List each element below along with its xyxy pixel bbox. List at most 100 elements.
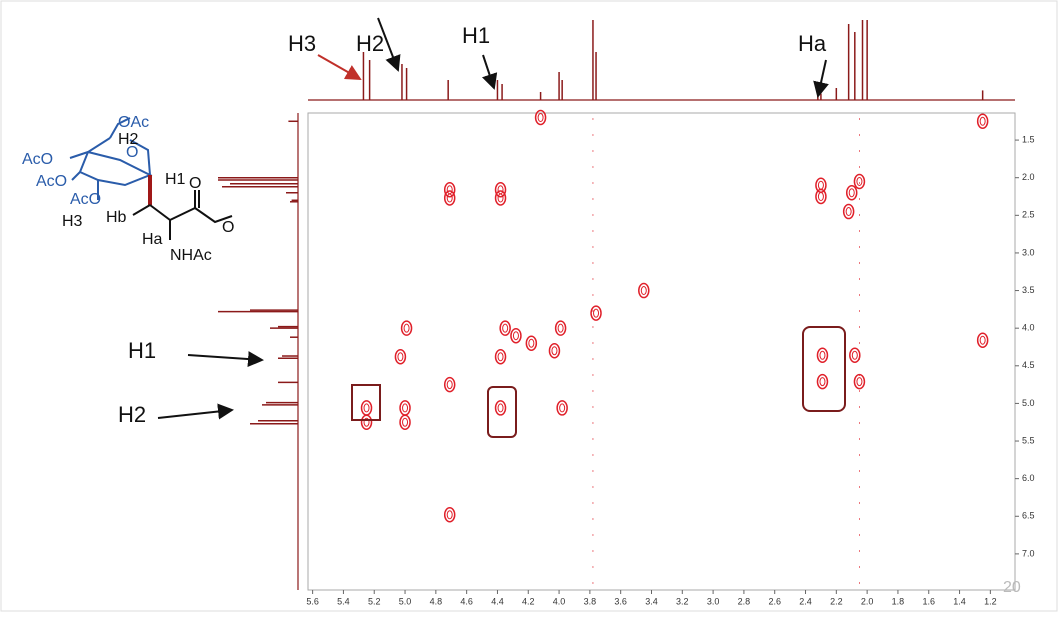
cross-peak: [494, 181, 507, 198]
annotation: H2: [356, 31, 384, 56]
y-tick-label: 6.0: [1022, 473, 1035, 483]
x-tick-label: 3.8: [584, 596, 597, 606]
y-tick-label: 4.5: [1022, 360, 1035, 370]
cross-peak-inner: [856, 377, 863, 387]
x-tick-label: 2.8: [738, 596, 751, 606]
x-tick-label: 1.4: [953, 596, 966, 606]
cross-peak: [443, 190, 456, 206]
cross-peak: [400, 320, 413, 336]
y-tick-label: 3.5: [1022, 285, 1035, 295]
y-tick-label: 2.5: [1022, 210, 1035, 220]
cross-peak-inner: [446, 380, 453, 390]
cross-peak-inner: [640, 286, 647, 296]
x-tick-label: 4.2: [522, 596, 535, 606]
cross-peak-inner: [446, 193, 453, 203]
y-tick-label: 5.0: [1022, 398, 1035, 408]
cross-peak-inner: [851, 350, 858, 360]
cross-peak: [554, 320, 567, 336]
annotation: H3: [288, 31, 316, 56]
cross-peak: [590, 305, 602, 321]
label: AcO: [70, 191, 101, 208]
y-tick-label: 7.0: [1022, 548, 1035, 558]
cross-peak-inner: [446, 510, 453, 520]
y-tick-label: 3.0: [1022, 247, 1035, 257]
cross-peak-inner: [497, 403, 504, 413]
x-tick-label: 4.0: [553, 596, 566, 606]
cross-peak-inner: [363, 403, 370, 413]
label: H3: [62, 213, 83, 230]
cross-peak: [534, 109, 547, 126]
cross-peak-inner: [537, 113, 544, 123]
label: Hb: [106, 209, 127, 226]
cross-peak: [360, 414, 373, 430]
box: [351, 384, 381, 421]
cross-peak: [494, 400, 507, 416]
x-tick-label: 3.2: [676, 596, 689, 606]
cross-peak-inner: [403, 323, 410, 333]
cross-peak-inner: [497, 193, 504, 203]
ch2-bond: [109, 117, 131, 139]
cross-peak: [976, 332, 989, 348]
cross-peak: [849, 347, 861, 364]
cross-peak-inner: [402, 417, 409, 427]
cross-peak: [816, 373, 829, 390]
label: NHAc: [170, 247, 212, 264]
cross-peak: [499, 320, 511, 336]
x-tick-label: 5.2: [368, 596, 381, 606]
cross-peak-inner: [502, 323, 509, 333]
cross-peak-inner: [557, 323, 564, 333]
cross-peak: [525, 335, 538, 351]
x-tick-label: 1.2: [984, 596, 997, 606]
arrow: [377, 17, 401, 72]
x-tick-label: 2.0: [861, 596, 874, 606]
cross-peak: [494, 349, 507, 365]
cross-peak: [394, 349, 407, 365]
cross-peak: [556, 400, 568, 416]
arrow: [813, 59, 829, 98]
label: AcO: [36, 173, 67, 190]
x-tick-label: 2.2: [830, 596, 843, 606]
cross-peak: [399, 414, 411, 430]
x-tick-label: 4.8: [430, 596, 443, 606]
y-tick-label: 4.0: [1022, 323, 1035, 333]
x-tick-label: 4.6: [460, 596, 473, 606]
x-tick-label: 5.4: [337, 596, 350, 606]
cross-peak-inner: [856, 176, 863, 186]
structure: OAc AcO AcO AcO H2 O H1 O H3 Hb Ha NHAc …: [22, 114, 234, 264]
x-tick-label: 5.0: [399, 596, 412, 606]
x-tick-label: 2.6: [768, 596, 781, 606]
y-tick-label: 5.5: [1022, 435, 1035, 445]
x-tick-label: 3.0: [707, 596, 720, 606]
cross-peak-inner: [819, 350, 826, 360]
annotation: H1: [128, 338, 156, 363]
cross-peak-inner: [848, 188, 855, 198]
cross-peak-inner: [402, 403, 409, 413]
cross-peak: [853, 173, 866, 190]
x-tick-label: 1.8: [892, 596, 905, 606]
x-tick-label: 4.4: [491, 596, 504, 606]
cross-peak: [443, 376, 456, 393]
cross-peak: [548, 342, 561, 359]
y-tick-label: 1.5: [1022, 134, 1035, 144]
cross-peak-inner: [559, 403, 566, 413]
y-tick-label: 6.5: [1022, 511, 1035, 521]
cross-peak-inner: [817, 192, 824, 202]
cross-peak-inner: [512, 331, 519, 341]
cross-peak-inner: [845, 207, 852, 217]
x-tick-label: 1.6: [922, 596, 935, 606]
cross-peak: [816, 347, 829, 364]
cross-peak-inner: [363, 417, 370, 427]
arrow: [157, 403, 234, 420]
chain-bonds: [132, 190, 233, 240]
label: O: [222, 219, 234, 236]
cross-peak-inner: [979, 335, 986, 345]
label: H1: [165, 171, 186, 188]
arrow: [187, 351, 264, 368]
cross-peak-inner: [979, 116, 986, 126]
plot-frame: [307, 112, 1016, 591]
label: OAc: [118, 114, 149, 131]
annotation: Ha: [798, 31, 827, 56]
spectrum: 5.6 5.4 5.2 5.0 4.8 4.6 4.4 4.2 4.0 3.8 3.6 3.4 3.2 3…: [218, 20, 1035, 606]
